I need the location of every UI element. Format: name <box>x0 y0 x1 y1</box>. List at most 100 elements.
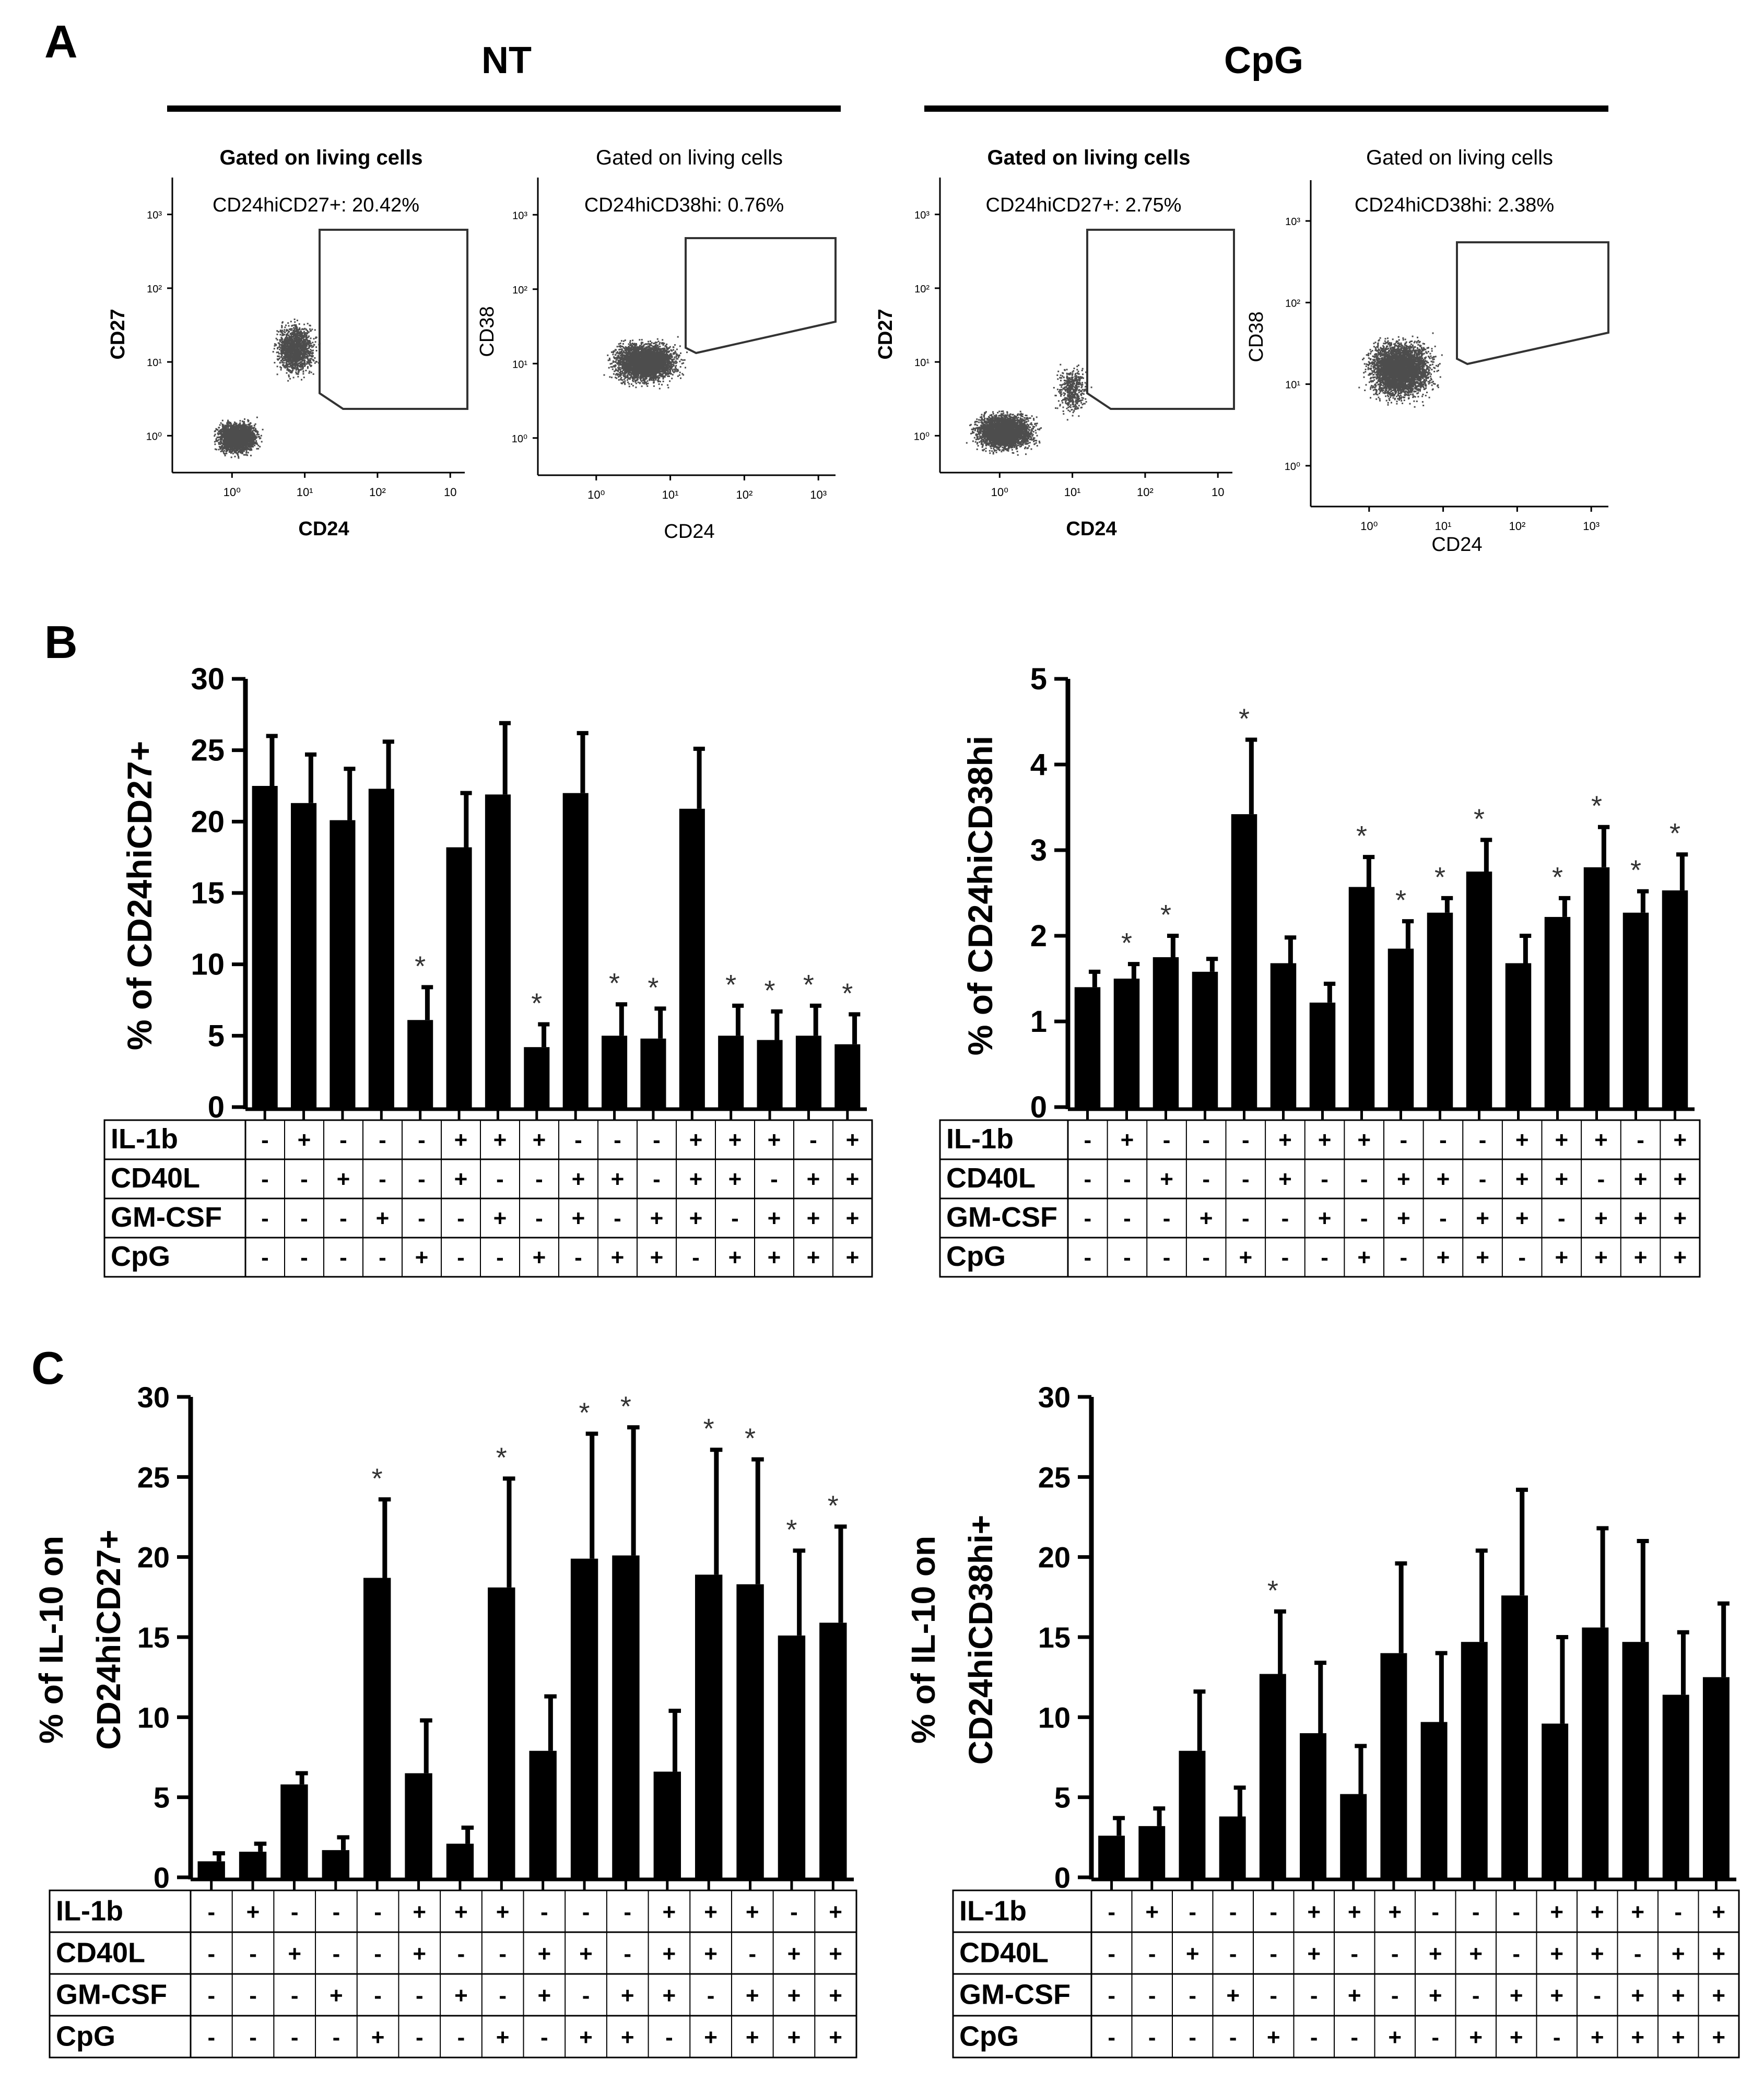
table-cell-sign: + <box>1631 1983 1644 2008</box>
panel-label-c: C <box>31 1342 65 1394</box>
table-cell-sign: + <box>1712 1941 1725 1967</box>
table-cell-sign: + <box>1594 1206 1608 1231</box>
table-cell-sign: + <box>579 1941 593 1967</box>
bar <box>239 1851 267 1878</box>
table-cell-sign: + <box>415 1245 429 1271</box>
flow-x-label: CD24 <box>1431 534 1482 556</box>
bar <box>1542 1723 1569 1878</box>
table-cell-sign: - <box>1391 1983 1399 2008</box>
table-cell-sign: - <box>1593 1983 1601 2008</box>
table-cell-sign: + <box>663 1899 676 1925</box>
y-tick-label: 25 <box>137 1461 170 1494</box>
flow-event-cloud <box>214 319 321 459</box>
table-cell-sign: - <box>416 2025 424 2050</box>
bar-chart-il10-cd38: 0 5 10 15 20 25 30 % of IL-10 on CD24hiCD38hi+ * <box>904 1381 1736 1894</box>
table-cell-sign: + <box>413 1941 426 1967</box>
table-cell-sign: - <box>692 1245 700 1271</box>
table-cell-sign: - <box>208 1899 216 1925</box>
table-cell-sign: - <box>1229 1899 1237 1925</box>
table-cell-sign: - <box>1431 2025 1439 2050</box>
table-cell-sign: - <box>1512 1899 1520 1925</box>
table-cell-sign: - <box>1148 1941 1156 1967</box>
bar <box>1192 971 1218 1108</box>
table-cell-sign: - <box>1634 1941 1642 1967</box>
table-cell-sign: - <box>1084 1206 1091 1231</box>
flow-y-tick-label: 10² <box>147 284 162 295</box>
table-cell-sign: + <box>1515 1127 1529 1153</box>
table-cell-sign: + <box>1555 1167 1568 1192</box>
flow-x-label: CD24 <box>298 518 349 540</box>
table-cell-sign: - <box>418 1127 426 1153</box>
table-cell-sign: + <box>704 1899 718 1925</box>
significance-marker: * <box>725 969 736 1001</box>
table-cell-sign: - <box>1400 1245 1407 1271</box>
table-cell-sign: + <box>376 1206 390 1231</box>
table-row-label: GM-CSF <box>959 1979 1071 2010</box>
table-cell-sign: - <box>208 1983 216 2008</box>
table-cell-sign: + <box>1550 1983 1563 2008</box>
flow-y-tick-label: 10¹ <box>1285 380 1300 391</box>
bar <box>653 1771 681 1878</box>
table-cell-sign: + <box>1145 1899 1159 1925</box>
flow-gate <box>1086 229 1235 410</box>
bar <box>368 789 394 1108</box>
bar <box>736 1584 764 1878</box>
panel-label-a: A <box>44 16 78 67</box>
flow-y-label: CD38 <box>476 306 498 357</box>
bar <box>612 1555 640 1878</box>
bar <box>1074 987 1101 1108</box>
significance-marker: * <box>609 968 620 999</box>
flow-x-tick-label: 10⁰ <box>1360 520 1378 533</box>
table-cell-sign: + <box>533 1127 546 1153</box>
table-cell-sign: + <box>650 1245 664 1271</box>
table-cell-sign: - <box>790 1899 798 1925</box>
table-cell-sign: + <box>493 1127 507 1153</box>
bar <box>1466 872 1492 1108</box>
table-cell-sign: + <box>1239 1245 1252 1271</box>
table-cell-sign: - <box>574 1245 582 1271</box>
significance-marker: * <box>415 950 426 982</box>
bar <box>834 1044 861 1108</box>
table-row-label: CD40L <box>111 1162 200 1194</box>
table-cell-sign: - <box>582 1983 590 2008</box>
table-cell-sign: - <box>574 1127 582 1153</box>
flow-y-tick-label: 10⁰ <box>1285 461 1300 473</box>
table-cell-sign: - <box>1148 1983 1156 2008</box>
table-cell-sign: + <box>787 2025 801 2050</box>
significance-marker: * <box>1267 1575 1278 1606</box>
table-cell-sign: - <box>208 1941 216 1967</box>
significance-marker: * <box>842 978 853 1009</box>
flow-gate-stat: CD24hiCD38hi: 0.76% <box>584 194 784 216</box>
y-tick-label: 20 <box>191 805 225 839</box>
table-cell-sign: - <box>1123 1206 1131 1231</box>
table-cell-sign: + <box>1476 1245 1489 1271</box>
bar <box>1420 1722 1448 1878</box>
table-cell-sign: + <box>572 1206 585 1231</box>
table-cell-sign: - <box>770 1167 778 1192</box>
table-row-label: IL-1b <box>959 1896 1027 1927</box>
table-row-label: GM-CSF <box>946 1202 1057 1233</box>
table-cell-sign: + <box>787 1983 801 2008</box>
table-cell-sign: + <box>454 1983 468 2008</box>
table-cell-sign: - <box>300 1206 308 1231</box>
significance-marker: * <box>531 987 542 1019</box>
bar <box>640 1038 666 1108</box>
y-tick-label: 0 <box>154 1861 170 1894</box>
table-cell-sign: - <box>1148 2025 1156 2050</box>
table-cell-sign: - <box>1189 2025 1196 2050</box>
condition-table: IL-1b - + - - - + + + - - - + + + - + CD40L - - + - - + - - + + - + + -… <box>939 1119 1701 1278</box>
table-cell-sign: + <box>829 1983 842 2008</box>
table-cell-sign: + <box>1591 1899 1604 1925</box>
table-cell-sign: + <box>1348 1899 1361 1925</box>
table-cell-sign: + <box>454 1127 468 1153</box>
table-cell-sign: - <box>1108 2025 1115 2050</box>
bar <box>1583 867 1610 1108</box>
flow-plot-cpg-cd27: Gated on living cells CD24hiCD27+: 2.75%… <box>875 146 1235 540</box>
table-cell-sign: - <box>748 1941 756 1967</box>
significance-marker: * <box>703 1413 714 1444</box>
bar <box>570 1558 598 1878</box>
bar <box>197 1861 225 1878</box>
y-axis-label: % of CD24hiCD38hi <box>961 736 999 1055</box>
flow-y-tick-label: 10³ <box>1285 216 1300 228</box>
table-cell-sign: + <box>288 1941 301 1967</box>
